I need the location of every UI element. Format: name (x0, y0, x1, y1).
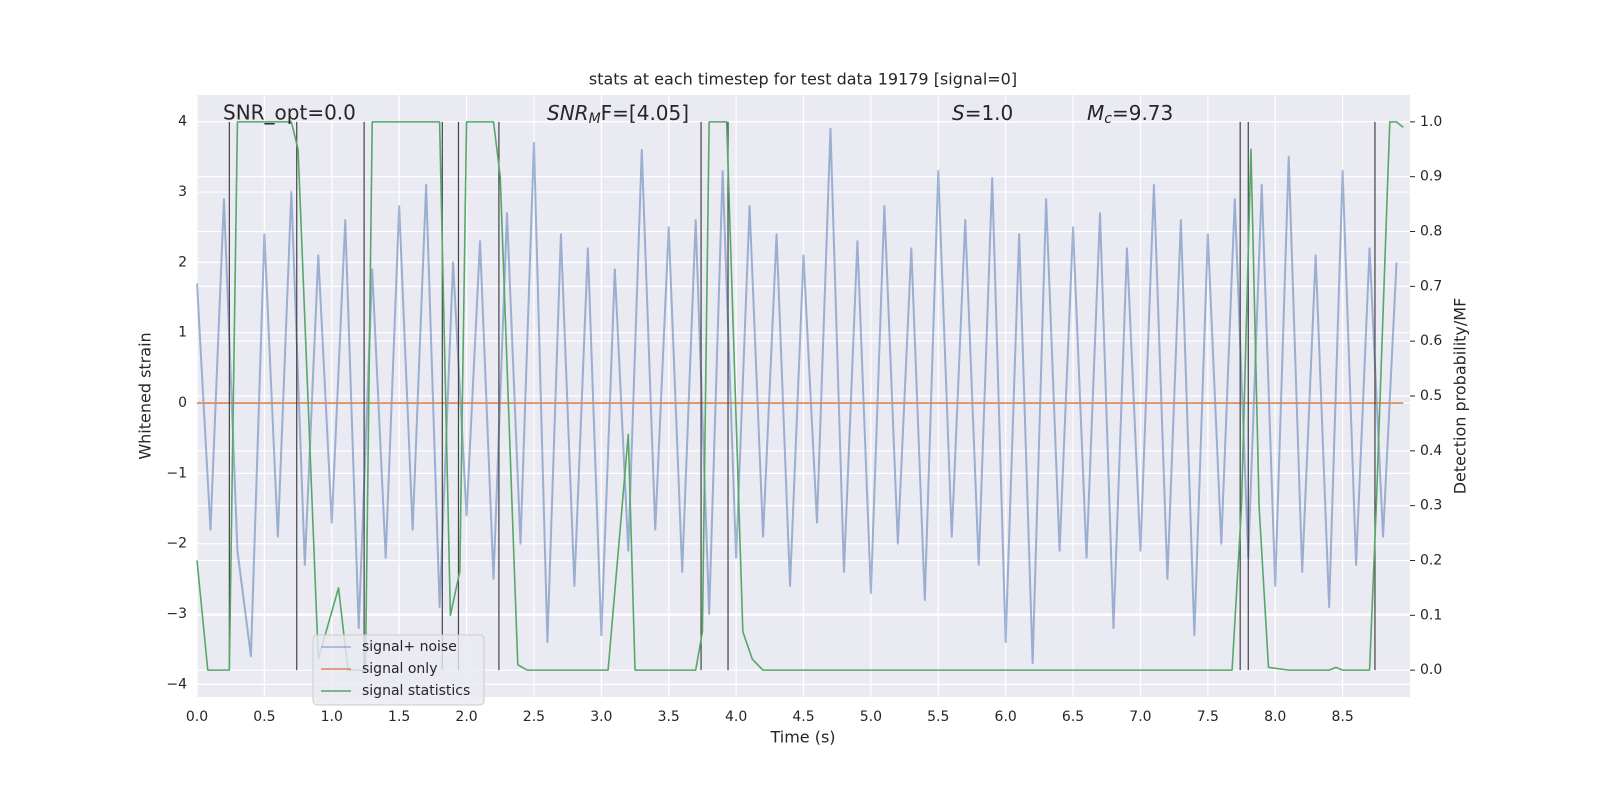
series-line (196, 121, 1404, 671)
y-tick-label: 1 (178, 325, 187, 341)
annotation-part: c (1104, 111, 1112, 127)
x-tick-label: 6.5 (1062, 709, 1084, 725)
y2-tick-label: 0.1 (1420, 607, 1442, 623)
x-axis-label: Time (s) (769, 728, 835, 747)
x-tick-label: 7.5 (1197, 709, 1219, 725)
x-tick-label: 3.0 (590, 709, 612, 725)
x-tick-label: 1.0 (321, 709, 343, 725)
y2-tick-label: 0.5 (1420, 388, 1442, 404)
y-tick-label: −3 (166, 606, 187, 622)
x-tick-label: 1.5 (388, 709, 410, 725)
x-tick-label: 5.0 (860, 709, 882, 725)
legend-box (312, 634, 485, 706)
y2-tick-label: 1.0 (1420, 114, 1442, 130)
series-line (196, 127, 1398, 665)
x-tick-label: 2.0 (455, 709, 477, 725)
x-tick-label: 4.5 (792, 709, 814, 725)
x-tick-label: 8.5 (1331, 709, 1353, 725)
annotation-part: M (589, 111, 601, 127)
y2-tick-label: 0.2 (1420, 552, 1442, 568)
y-tick-label: 4 (178, 114, 187, 130)
y-tick-label: 0 (178, 395, 187, 411)
y-tick-label: 3 (178, 184, 187, 200)
chart-title: stats at each timestep for test data 191… (589, 70, 1017, 89)
y-axis-label: Whitened strain (136, 332, 155, 459)
legend-label: signal statistics (362, 683, 470, 699)
y2-tick-label: 0.4 (1420, 443, 1442, 459)
legend-label: signal only (362, 661, 437, 677)
x-tick-label: 7.0 (1129, 709, 1151, 725)
y-tick-label: 2 (178, 254, 187, 270)
annotation: S=1.0 (952, 101, 1013, 125)
x-tick-label: 3.5 (658, 709, 680, 725)
x-tick-label: 0.0 (186, 709, 208, 725)
y2-tick-label: 0.3 (1420, 498, 1442, 514)
annotation-part: =1.0 (965, 101, 1014, 125)
annotation: SNRMF=[4.05] (547, 101, 689, 128)
x-tick-label: 8.0 (1264, 709, 1286, 725)
y2-axis-label: Detection probability/MF (1451, 298, 1470, 495)
x-tick-label: 6.0 (995, 709, 1017, 725)
y-tick-label: −2 (166, 536, 187, 552)
x-tick-label: 2.5 (523, 709, 545, 725)
x-tick-label: 4.0 (725, 709, 747, 725)
x-tick-label: 5.5 (927, 709, 949, 725)
annotation-part: =9.73 (1112, 101, 1173, 125)
y2-tick-label: 0.7 (1420, 278, 1442, 294)
y2-tick-label: 0.9 (1420, 169, 1442, 185)
annotation: Mc=9.73 (1087, 101, 1173, 128)
x-tick-label: 0.5 (253, 709, 275, 725)
annotation-part: F=[4.05] (601, 101, 689, 125)
y2-tick-label: 0.8 (1420, 224, 1442, 240)
y2-tick-label: 0.0 (1420, 662, 1442, 678)
y-tick-label: −4 (166, 676, 187, 692)
legend-label: signal+ noise (362, 639, 457, 655)
annotation-part: S (952, 101, 965, 125)
y2-tick-label: 0.6 (1420, 333, 1442, 349)
annotation: SNR_opt=0.0 (223, 101, 356, 125)
annotation-part: SNR (547, 101, 589, 125)
annotation-part: M (1087, 101, 1104, 125)
y-tick-label: −1 (166, 465, 187, 481)
